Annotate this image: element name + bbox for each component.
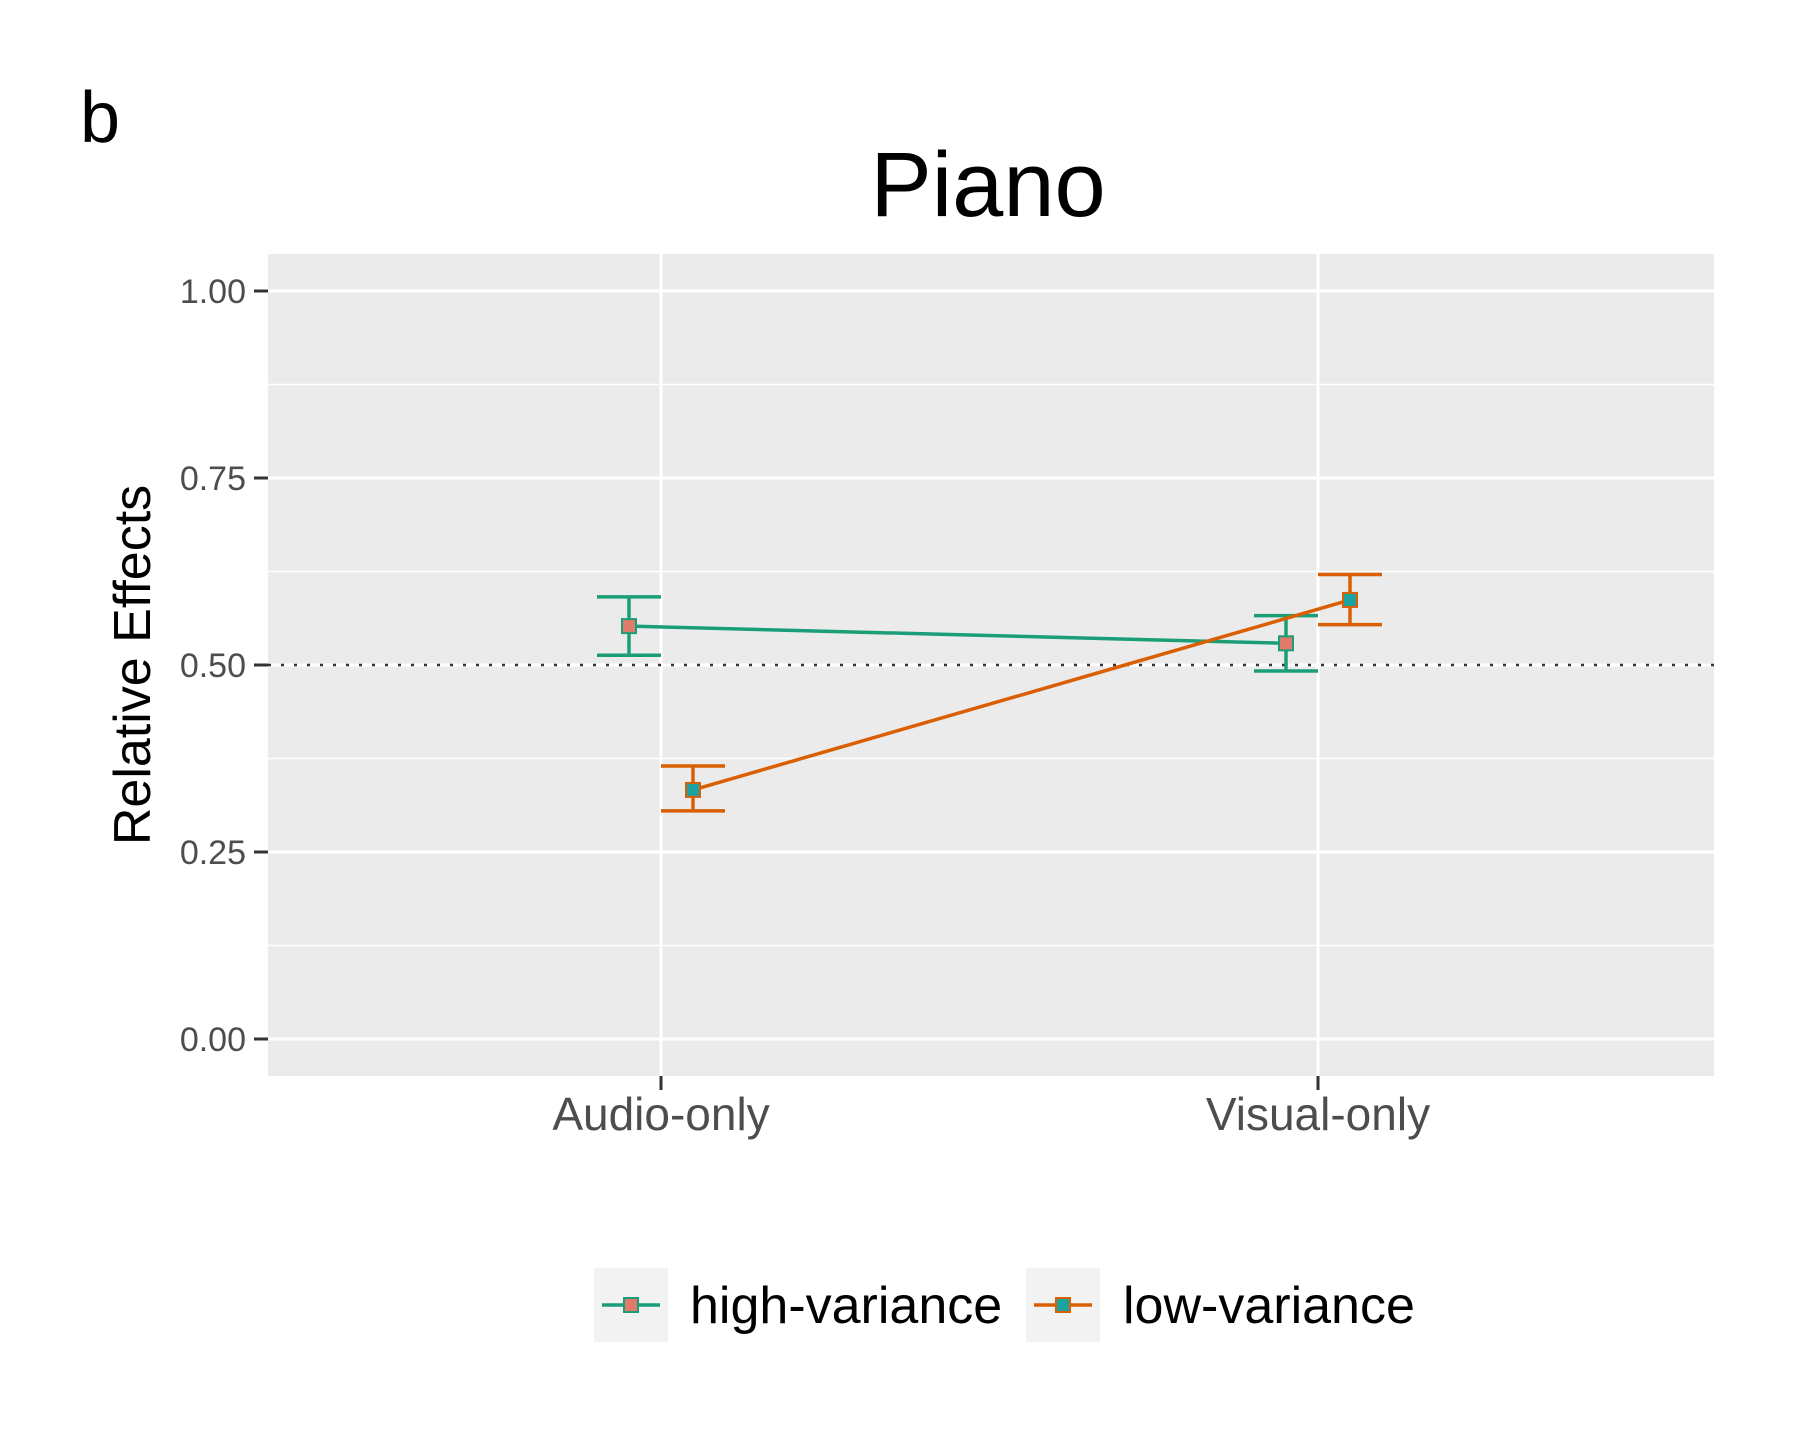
- series-layer: [597, 572, 1382, 813]
- series-line-low-variance: [692, 598, 1351, 792]
- legend: high-variance low-variance: [594, 1268, 1415, 1342]
- legend-label: low-variance: [1123, 1277, 1415, 1335]
- y-tick-label: 1.00: [180, 273, 246, 311]
- data-point: [1342, 591, 1358, 608]
- panel-label: b: [80, 78, 120, 158]
- data-point: [621, 618, 637, 635]
- x-tick-label: Visual-only: [1206, 1088, 1430, 1140]
- y-tick-label: 0.75: [180, 460, 246, 498]
- x-axis: Audio-only Visual-only: [552, 1076, 1430, 1140]
- data-point: [685, 781, 701, 798]
- y-axis-label: Relative Effects: [104, 485, 162, 845]
- legend-key-point: [623, 1297, 639, 1313]
- chart-title: Piano: [870, 134, 1105, 236]
- grid-minor: [268, 383, 1714, 947]
- data-point: [1278, 635, 1294, 652]
- legend-label: high-variance: [690, 1277, 1002, 1335]
- y-tick-label: 0.00: [180, 1021, 246, 1059]
- y-tick-label: 0.25: [180, 834, 246, 872]
- y-axis: 0.00 0.25 0.50 0.75 1.00: [180, 273, 268, 1059]
- legend-key-point: [1055, 1297, 1071, 1313]
- y-tick-label: 0.50: [180, 647, 246, 685]
- series-line-high-variance: [628, 624, 1287, 646]
- x-tick-label: Audio-only: [552, 1088, 769, 1140]
